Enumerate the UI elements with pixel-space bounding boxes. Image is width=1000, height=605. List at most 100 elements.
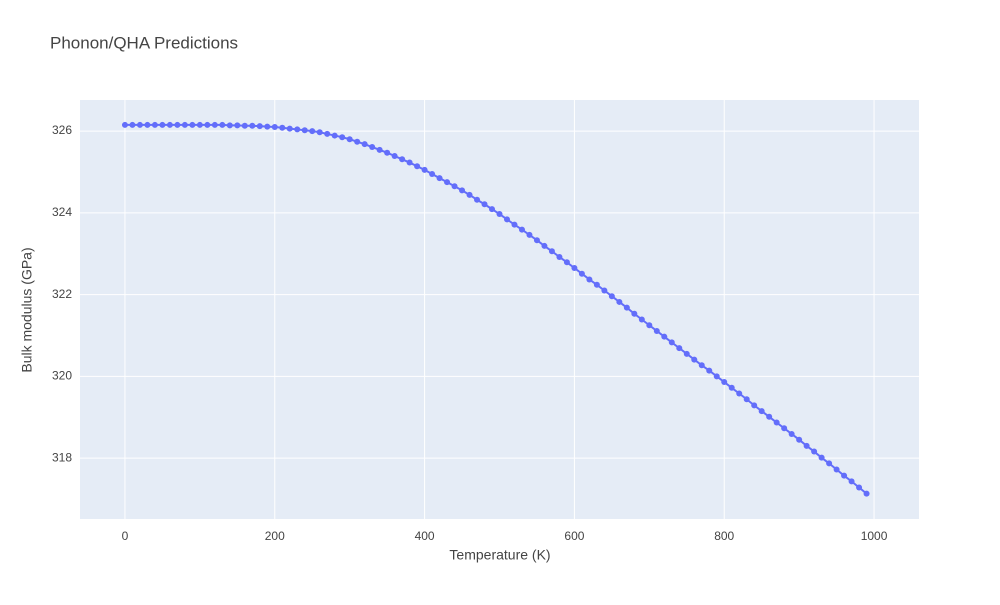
point xyxy=(219,121,226,128)
point xyxy=(518,226,525,233)
point xyxy=(166,121,173,128)
x-tick-label: 0 xyxy=(122,529,129,543)
point xyxy=(196,121,203,128)
y-axis-title: Bulk modulus (GPa) xyxy=(19,247,35,372)
point xyxy=(414,163,421,170)
point xyxy=(181,121,188,128)
point xyxy=(811,448,818,455)
y-tick-label: 318 xyxy=(52,450,72,464)
point xyxy=(556,253,563,260)
point xyxy=(264,123,271,130)
point xyxy=(751,402,758,409)
point xyxy=(391,153,398,160)
point xyxy=(151,121,158,128)
point xyxy=(616,298,623,305)
point xyxy=(728,384,735,391)
point xyxy=(301,127,308,134)
point xyxy=(856,484,863,491)
point xyxy=(256,123,263,130)
point xyxy=(159,121,166,128)
x-tick-label: 1000 xyxy=(861,529,888,543)
x-tick-label: 200 xyxy=(265,529,285,543)
point xyxy=(758,408,765,415)
x-axis-title: Temperature (K) xyxy=(449,547,550,563)
point xyxy=(796,436,803,443)
point xyxy=(294,126,301,133)
point xyxy=(698,362,705,369)
point xyxy=(234,122,241,129)
point xyxy=(376,146,383,153)
point xyxy=(863,490,870,497)
point xyxy=(653,327,660,334)
point xyxy=(713,373,720,380)
point xyxy=(721,379,728,386)
point xyxy=(593,281,600,288)
y-tick-label: 326 xyxy=(52,123,72,137)
point xyxy=(638,316,645,323)
point xyxy=(826,460,833,467)
point xyxy=(399,156,406,163)
point xyxy=(788,430,795,437)
point xyxy=(691,356,698,363)
point xyxy=(848,478,855,485)
point xyxy=(384,149,391,156)
point xyxy=(144,121,151,128)
point xyxy=(211,121,218,128)
point xyxy=(121,121,128,128)
point xyxy=(676,345,683,352)
point xyxy=(833,466,840,473)
y-tick-label: 324 xyxy=(52,205,72,219)
point xyxy=(474,196,481,203)
point xyxy=(459,187,466,194)
point xyxy=(241,122,248,129)
point xyxy=(503,216,510,223)
point xyxy=(803,442,810,449)
point xyxy=(339,134,346,141)
x-tick-label: 400 xyxy=(415,529,435,543)
point xyxy=(436,175,443,182)
point xyxy=(683,350,690,357)
plot-area xyxy=(80,100,919,519)
point xyxy=(481,201,488,208)
point xyxy=(271,123,278,130)
point xyxy=(249,122,256,129)
point xyxy=(781,425,788,432)
point xyxy=(204,121,211,128)
point xyxy=(489,206,496,213)
point xyxy=(354,138,361,145)
point xyxy=(226,122,233,129)
point xyxy=(421,166,428,173)
point xyxy=(174,121,181,128)
point xyxy=(189,121,196,128)
point xyxy=(316,129,323,136)
point xyxy=(331,132,338,139)
point xyxy=(706,367,713,374)
point xyxy=(279,124,286,131)
point xyxy=(601,287,608,294)
point xyxy=(578,270,585,277)
point xyxy=(496,211,503,218)
point xyxy=(129,121,136,128)
point xyxy=(369,144,376,151)
point xyxy=(511,221,518,228)
point xyxy=(661,333,668,340)
point xyxy=(563,259,570,266)
point xyxy=(444,179,451,186)
point xyxy=(541,242,548,249)
chart-title: Phonon/QHA Predictions xyxy=(50,33,238,52)
point xyxy=(571,265,578,272)
point xyxy=(608,293,615,300)
point xyxy=(324,130,331,137)
point xyxy=(346,136,353,143)
point xyxy=(286,125,293,132)
point xyxy=(773,419,780,426)
point xyxy=(631,310,638,317)
y-tick-label: 322 xyxy=(52,287,72,301)
point xyxy=(309,128,316,135)
point xyxy=(466,191,473,198)
y-tick-label: 320 xyxy=(52,369,72,383)
point xyxy=(361,141,368,148)
point xyxy=(586,276,593,283)
point xyxy=(623,304,630,311)
point xyxy=(548,248,555,255)
